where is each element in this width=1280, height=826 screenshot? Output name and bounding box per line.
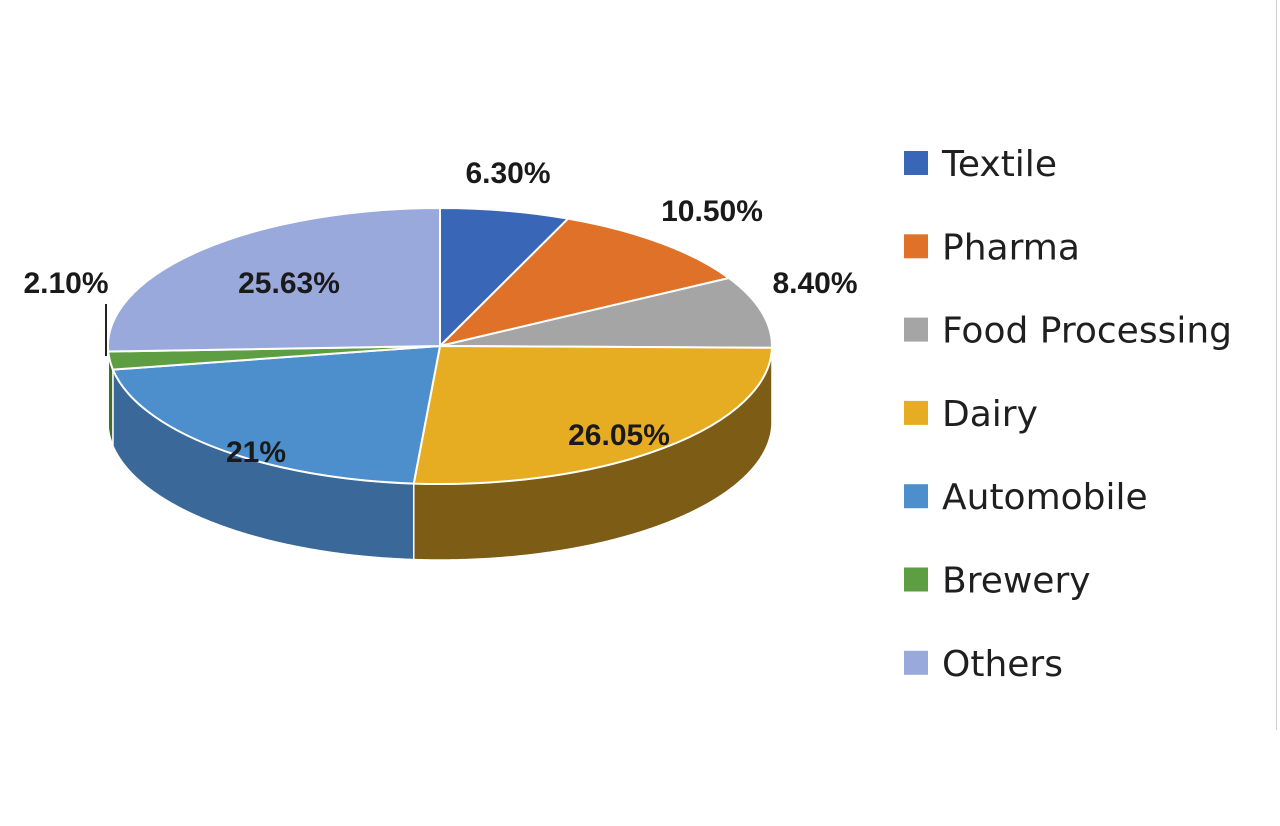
legend-item-food-processing: Food Processing xyxy=(904,311,1232,352)
data-label-automobile: 21% xyxy=(226,436,286,469)
legend-item-brewery: Brewery xyxy=(904,561,1091,602)
legend-label-brewery: Brewery xyxy=(942,561,1091,602)
legend-label-pharma: Pharma xyxy=(942,227,1080,268)
pie-slice-pharma xyxy=(436,217,732,348)
legend-label-automobile: Automobile xyxy=(942,477,1148,518)
data-labels: 6.30% 10.50% 8.40% 26.05% 21% 2.10% 25.63% xyxy=(23,157,857,469)
legend-item-others: Others xyxy=(904,644,1063,685)
legend-item-dairy: Dairy xyxy=(904,394,1038,435)
right-border xyxy=(1276,0,1277,730)
legend-label-others: Others xyxy=(942,644,1063,685)
data-label-textile: 6.30% xyxy=(465,157,550,190)
legend-item-automobile: Automobile xyxy=(904,477,1148,518)
legend-label-food-processing: Food Processing xyxy=(942,311,1232,352)
legend-swatch-others xyxy=(904,650,928,675)
legend-swatch-food-processing xyxy=(904,317,928,342)
legend-swatch-textile xyxy=(904,151,928,175)
legend-item-pharma: Pharma xyxy=(904,227,1080,268)
legend-label-textile: Textile xyxy=(941,144,1057,185)
pie-top xyxy=(106,206,774,485)
legend-swatch-dairy xyxy=(904,400,928,425)
data-label-food-processing: 8.40% xyxy=(772,267,857,300)
legend: Textile Pharma Food Processing Dairy Automob… xyxy=(904,144,1232,685)
data-label-others: 25.63% xyxy=(238,267,340,300)
legend-label-dairy: Dairy xyxy=(942,394,1038,435)
pie-slice-automobile xyxy=(111,344,442,485)
pie-slice-food-processing xyxy=(439,276,773,349)
pie-slice-dairy xyxy=(412,344,774,485)
data-label-brewery: 2.10% xyxy=(23,267,108,300)
pie-slice-others xyxy=(106,206,441,353)
legend-swatch-pharma xyxy=(904,234,928,259)
legend-item-textile: Textile xyxy=(904,144,1057,185)
data-label-pharma: 10.50% xyxy=(661,195,763,228)
pie-slice-textile xyxy=(439,206,571,349)
data-label-dairy: 26.05% xyxy=(568,419,670,452)
legend-swatch-brewery xyxy=(904,567,928,592)
legend-swatch-automobile xyxy=(904,484,928,509)
